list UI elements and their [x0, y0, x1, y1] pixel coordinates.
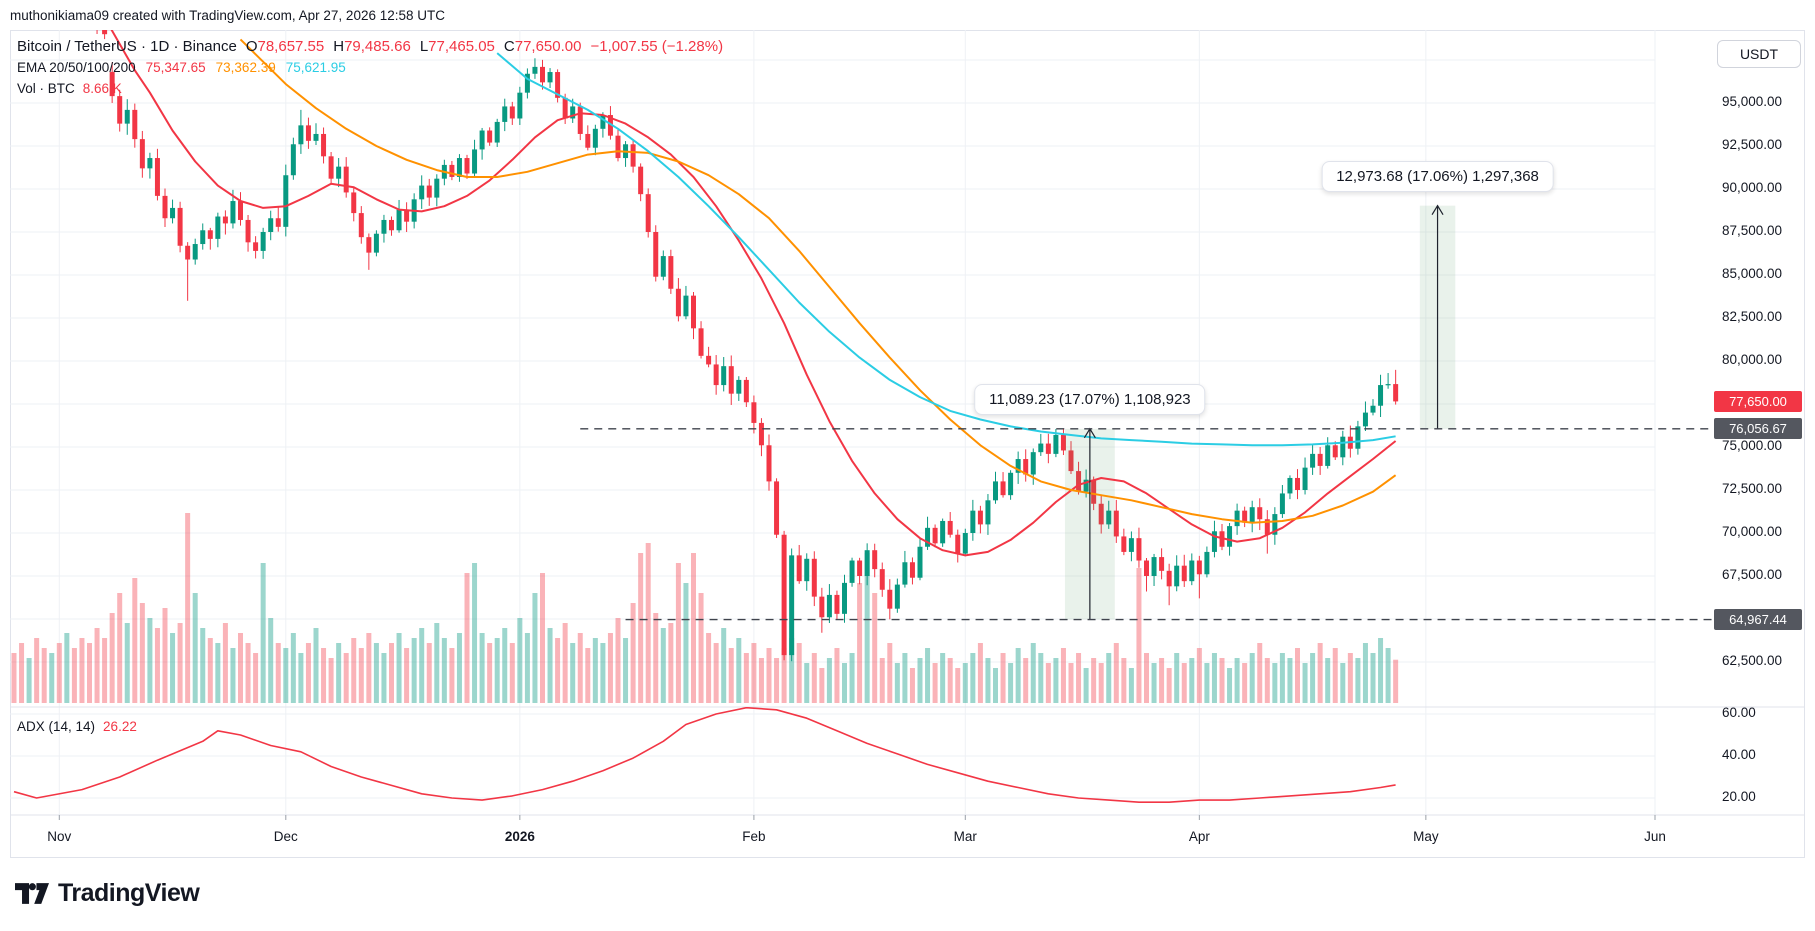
time-axis-label: Nov	[47, 829, 72, 844]
price-tick-label: 85,000.00	[1722, 265, 1783, 281]
time-axis-label: May	[1413, 829, 1439, 844]
price-tick-label: 82,500.00	[1722, 308, 1783, 324]
ohlc-key: O	[245, 38, 258, 55]
time-axis-label: Jun	[1644, 829, 1666, 844]
ema-legend-row[interactable]: EMA 20/50/100/200 75,347.65 73,362.39 75,62…	[17, 58, 723, 78]
ema-value: 75,621.95	[285, 60, 346, 75]
tradingview-logo-text: TradingView	[58, 879, 200, 907]
time-axis-label: Apr	[1188, 829, 1210, 844]
adx-tick-label: 20.00	[1722, 788, 1756, 804]
ohlc-value: 77,650.00	[514, 38, 582, 55]
ohlc-key: L	[419, 38, 429, 55]
attribution-text: muthonikiama09 created with TradingView.…	[10, 8, 445, 23]
price-range-label-1[interactable]: 11,089.23 (17.07%) 1,108,923	[974, 383, 1206, 415]
price-tick-label: 92,500.00	[1722, 136, 1783, 152]
adx-legend-row[interactable]: ADX (14, 14) 26.22	[17, 719, 137, 734]
ohlc-value: 78,657.55	[257, 38, 325, 55]
price-tick-label: 67,500.00	[1722, 566, 1783, 582]
ohlc-key: C	[503, 38, 515, 55]
chart-legend: Bitcoin / TetherUS · 1D · Binance O78,657…	[17, 37, 723, 100]
time-axis-label: 2026	[504, 829, 535, 844]
tradingview-logo[interactable]: TradingView	[15, 879, 200, 908]
ohlc-value: 79,485.66	[344, 38, 411, 55]
ohlc-value: 77,465.05	[428, 38, 495, 55]
change-value: −1,007.55 (−1.28%)	[590, 38, 724, 55]
price-tick-label: 75,000.00	[1722, 437, 1783, 453]
ema-label: EMA 20/50/100/200	[17, 60, 136, 75]
price-tick-label: 80,000.00	[1722, 351, 1783, 367]
volume-label: Vol · BTC	[17, 81, 75, 96]
volume-value: 8.66 K	[82, 81, 122, 96]
volume-legend-row[interactable]: Vol · BTC 8.66 K	[17, 79, 723, 99]
currency-toggle-button[interactable]: USDT	[1717, 40, 1801, 68]
tradingview-logo-icon	[15, 883, 49, 904]
adx-value: 26.22	[103, 719, 137, 734]
price-tick-label: 90,000.00	[1722, 179, 1783, 195]
ohlc-values: O78,657.55 H79,485.66 L77,465.05 C77,650.00	[237, 38, 582, 55]
time-axis-label: Feb	[742, 829, 766, 844]
price-tick-label: 87,500.00	[1722, 222, 1783, 238]
price-range-label-2[interactable]: 12,973.68 (17.06%) 1,297,368	[1321, 160, 1554, 192]
ema-value: 73,362.39	[215, 60, 276, 75]
adx-label: ADX (14, 14)	[17, 719, 96, 734]
price-tick-label: 72,500.00	[1722, 480, 1783, 496]
chart-frame	[10, 30, 1805, 858]
symbol-legend-row[interactable]: Bitcoin / TetherUS · 1D · Binance O78,657…	[17, 37, 723, 57]
price-tick-label: 95,000.00	[1722, 93, 1783, 109]
adx-tick-label: 40.00	[1722, 746, 1756, 762]
time-axis-label: Mar	[953, 829, 977, 844]
ema-values: 75,347.65 73,362.39 75,621.95	[136, 60, 346, 75]
price-tick-label: 62,500.00	[1722, 652, 1783, 668]
symbol-title[interactable]: Bitcoin / TetherUS · 1D · Binance	[17, 38, 237, 55]
ema-value: 75,347.65	[145, 60, 206, 75]
adx-tick-label: 60.00	[1722, 704, 1756, 720]
measure-top-price-badge: 76,056.67	[1714, 418, 1802, 440]
price-tick-label: 70,000.00	[1722, 523, 1783, 539]
time-axis-label: Dec	[273, 829, 298, 844]
measure-bottom-price-badge: 64,967.44	[1714, 609, 1802, 631]
last-price-badge: 77,650.00	[1714, 390, 1802, 412]
ohlc-key: H	[333, 38, 345, 55]
